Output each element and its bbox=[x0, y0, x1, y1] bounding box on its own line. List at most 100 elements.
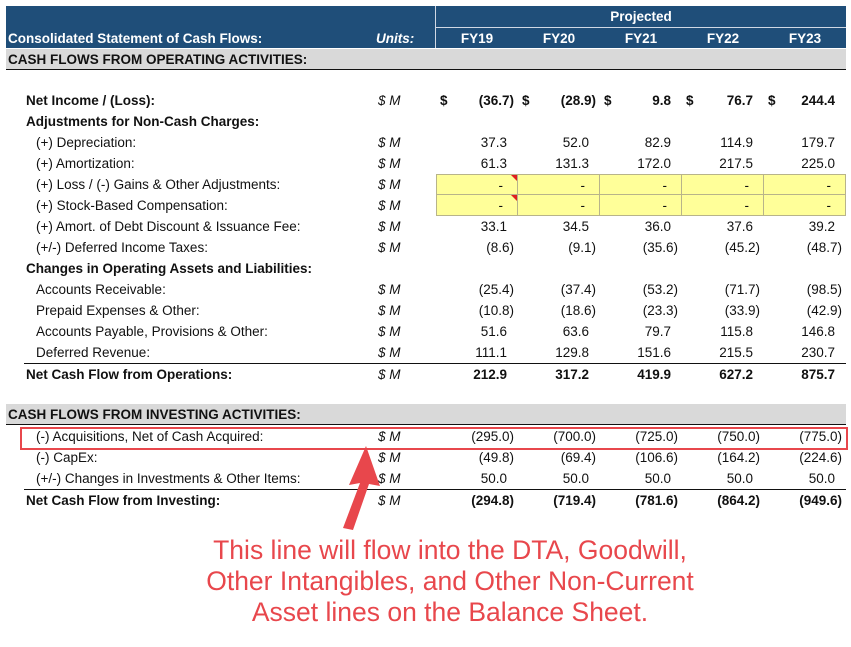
cell-fy21[interactable]: (35.6) bbox=[600, 237, 682, 258]
cell-fy19[interactable]: 111.1 bbox=[436, 342, 518, 363]
cell-fy19[interactable]: 50.0 bbox=[436, 468, 518, 489]
cell-fy20[interactable]: 131.3 bbox=[518, 153, 600, 174]
cell-value: (949.6) bbox=[799, 493, 842, 508]
cell-fy19[interactable]: (295.0) bbox=[436, 426, 518, 447]
cell-fy21[interactable]: 36.0 bbox=[600, 216, 682, 237]
cell-fy22[interactable]: 215.5 bbox=[682, 342, 764, 363]
cell-fy22[interactable]: (864.2) bbox=[682, 490, 764, 511]
input-cell-fy19[interactable]: - bbox=[436, 195, 518, 216]
cell-fy19[interactable]: 33.1 bbox=[436, 216, 518, 237]
input-cell-fy21[interactable]: - bbox=[600, 195, 682, 216]
cell-fy19[interactable]: 61.3 bbox=[436, 153, 518, 174]
cell-fy19[interactable]: (25.4) bbox=[436, 279, 518, 300]
cell-fy23[interactable]: (48.7) bbox=[764, 237, 846, 258]
row-investments-other[interactable]: (+/-) Changes in Investments & Other Ite… bbox=[6, 468, 846, 489]
cell-fy22[interactable]: (33.9) bbox=[682, 300, 764, 321]
cell-fy21[interactable]: (23.3) bbox=[600, 300, 682, 321]
cell-fy21[interactable]: 82.9 bbox=[600, 132, 682, 153]
cell-fy21[interactable]: 419.9 bbox=[600, 364, 682, 385]
cell-fy23[interactable]: $244.4 bbox=[764, 90, 846, 111]
cell-fy19[interactable]: $ (36.7) bbox=[436, 90, 518, 111]
cell-fy23[interactable]: 875.7 bbox=[764, 364, 846, 385]
row-stock-based-comp[interactable]: (+) Stock-Based Compensation: $ M - - - … bbox=[6, 195, 846, 216]
cell-fy20[interactable]: (700.0) bbox=[518, 426, 600, 447]
cell-fy19[interactable]: (8.6) bbox=[436, 237, 518, 258]
row-acquisitions[interactable]: (-) Acquisitions, Net of Cash Acquired: … bbox=[6, 426, 846, 447]
cell-fy19[interactable]: (49.8) bbox=[436, 447, 518, 468]
cell-fy20[interactable]: 129.8 bbox=[518, 342, 600, 363]
cell-fy22[interactable]: (45.2) bbox=[682, 237, 764, 258]
input-cell-fy20[interactable]: - bbox=[518, 195, 600, 216]
cell-fy23[interactable]: 230.7 bbox=[764, 342, 846, 363]
cell-fy21[interactable]: $9.8 bbox=[600, 90, 682, 111]
cell-fy22[interactable]: $76.7 bbox=[682, 90, 764, 111]
cell-fy22[interactable]: 50.0 bbox=[682, 468, 764, 489]
cell-fy19[interactable]: (10.8) bbox=[436, 300, 518, 321]
cell-fy21[interactable]: (781.6) bbox=[600, 490, 682, 511]
cell-fy21[interactable]: (725.0) bbox=[600, 426, 682, 447]
cell-fy20[interactable]: 50.0 bbox=[518, 468, 600, 489]
comment-indicator-icon[interactable] bbox=[511, 175, 517, 181]
input-cell-fy23[interactable]: - bbox=[764, 195, 846, 216]
row-depreciation[interactable]: (+) Depreciation: $ M 37.3 52.0 82.9 114… bbox=[6, 132, 846, 153]
input-cell-fy20[interactable]: - bbox=[518, 174, 600, 195]
row-accounts-receivable[interactable]: Accounts Receivable: $ M (25.4) (37.4) (… bbox=[6, 279, 846, 300]
cell-fy21[interactable]: 172.0 bbox=[600, 153, 682, 174]
cell-fy22[interactable]: (750.0) bbox=[682, 426, 764, 447]
cell-fy20[interactable]: (18.6) bbox=[518, 300, 600, 321]
row-net-income[interactable]: Net Income / (Loss): $ M $ (36.7) $ (28.9)… bbox=[6, 90, 846, 111]
cell-fy22[interactable]: (164.2) bbox=[682, 447, 764, 468]
cell-fy22[interactable]: 37.6 bbox=[682, 216, 764, 237]
input-cell-fy23[interactable]: - bbox=[764, 174, 846, 195]
input-cell-fy19[interactable]: - bbox=[436, 174, 518, 195]
cell-fy23[interactable]: 146.8 bbox=[764, 321, 846, 342]
cell-fy20[interactable]: (69.4) bbox=[518, 447, 600, 468]
row-net-cash-operations[interactable]: Net Cash Flow from Operations: $ M 212.9… bbox=[24, 363, 846, 384]
cell-fy22[interactable]: 217.5 bbox=[682, 153, 764, 174]
cell-fy23[interactable]: (98.5) bbox=[764, 279, 846, 300]
row-debt-discount[interactable]: (+) Amort. of Debt Discount & Issuance F… bbox=[6, 216, 846, 237]
cell-fy21[interactable]: (106.6) bbox=[600, 447, 682, 468]
cell-fy21[interactable]: (53.2) bbox=[600, 279, 682, 300]
cell-fy21[interactable]: 151.6 bbox=[600, 342, 682, 363]
row-net-cash-investing[interactable]: Net Cash Flow from Investing: $ M (294.8… bbox=[24, 489, 846, 510]
cell-fy23[interactable]: 50.0 bbox=[764, 468, 846, 489]
cell-fy21[interactable]: 50.0 bbox=[600, 468, 682, 489]
comment-indicator-icon[interactable] bbox=[511, 195, 517, 201]
cell-fy23[interactable]: 225.0 bbox=[764, 153, 846, 174]
cell-fy20[interactable]: 34.5 bbox=[518, 216, 600, 237]
row-capex[interactable]: (-) CapEx: $ M (49.8) (69.4) (106.6) (16… bbox=[6, 447, 846, 468]
cell-fy22[interactable]: (71.7) bbox=[682, 279, 764, 300]
cell-fy23[interactable]: (775.0) bbox=[764, 426, 846, 447]
row-deferred-revenue[interactable]: Deferred Revenue: $ M 111.1 129.8 151.6 … bbox=[6, 342, 846, 363]
cell-fy23[interactable]: 39.2 bbox=[764, 216, 846, 237]
cell-fy20[interactable]: (719.4) bbox=[518, 490, 600, 511]
cell-fy20[interactable]: 63.6 bbox=[518, 321, 600, 342]
cell-fy23[interactable]: (224.6) bbox=[764, 447, 846, 468]
cell-fy22[interactable]: 115.8 bbox=[682, 321, 764, 342]
cell-fy20[interactable]: (9.1) bbox=[518, 237, 600, 258]
cell-fy20[interactable]: $ (28.9) bbox=[518, 90, 600, 111]
cell-fy22[interactable]: 627.2 bbox=[682, 364, 764, 385]
cell-fy23[interactable]: 179.7 bbox=[764, 132, 846, 153]
cell-fy20[interactable]: 317.2 bbox=[518, 364, 600, 385]
row-accounts-payable[interactable]: Accounts Payable, Provisions & Other: $ … bbox=[6, 321, 846, 342]
row-deferred-taxes[interactable]: (+/-) Deferred Income Taxes: $ M (8.6) (… bbox=[6, 237, 846, 258]
row-prepaid-expenses[interactable]: Prepaid Expenses & Other: $ M (10.8) (18… bbox=[6, 300, 846, 321]
cell-fy21[interactable]: 79.7 bbox=[600, 321, 682, 342]
cell-fy23[interactable]: (42.9) bbox=[764, 300, 846, 321]
cell-fy20[interactable]: 52.0 bbox=[518, 132, 600, 153]
input-cell-fy22[interactable]: - bbox=[682, 174, 764, 195]
cell-fy22[interactable]: 114.9 bbox=[682, 132, 764, 153]
cell-fy20[interactable]: (37.4) bbox=[518, 279, 600, 300]
cell-fy19[interactable]: 212.9 bbox=[436, 364, 518, 385]
input-cell-fy21[interactable]: - bbox=[600, 174, 682, 195]
row-loss-gains[interactable]: (+) Loss / (-) Gains & Other Adjustments… bbox=[6, 174, 846, 195]
input-cell-fy22[interactable]: - bbox=[682, 195, 764, 216]
cell-value: 76.7 bbox=[726, 93, 753, 108]
cell-fy23[interactable]: (949.6) bbox=[764, 490, 846, 511]
cell-fy19[interactable]: 37.3 bbox=[436, 132, 518, 153]
cell-fy19[interactable]: 51.6 bbox=[436, 321, 518, 342]
cell-fy19[interactable]: (294.8) bbox=[436, 490, 518, 511]
row-amortization[interactable]: (+) Amortization: $ M 61.3 131.3 172.0 2… bbox=[6, 153, 846, 174]
